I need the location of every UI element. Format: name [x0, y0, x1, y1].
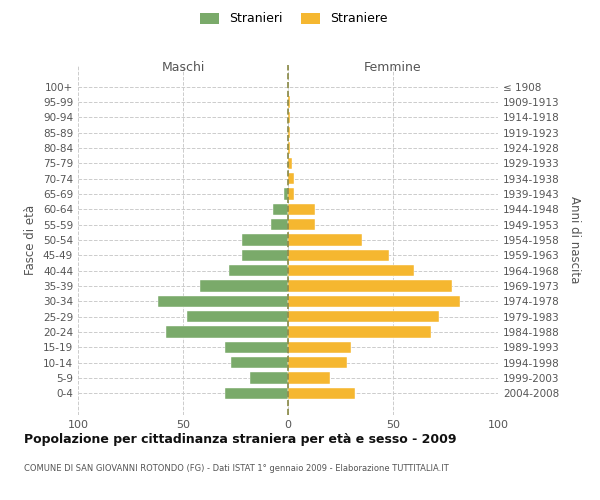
- Bar: [288, 142, 290, 154]
- Bar: [288, 188, 295, 200]
- Bar: [288, 112, 290, 123]
- Bar: [187, 311, 288, 322]
- Y-axis label: Anni di nascita: Anni di nascita: [568, 196, 581, 284]
- Bar: [288, 265, 414, 276]
- Bar: [242, 234, 288, 246]
- Bar: [274, 204, 288, 215]
- Bar: [250, 372, 288, 384]
- Bar: [288, 388, 355, 399]
- Bar: [288, 204, 316, 215]
- Bar: [288, 296, 460, 307]
- Bar: [284, 188, 288, 200]
- Bar: [242, 250, 288, 261]
- Legend: Stranieri, Straniere: Stranieri, Straniere: [197, 8, 391, 29]
- Bar: [288, 96, 290, 108]
- Bar: [232, 357, 288, 368]
- Bar: [288, 372, 330, 384]
- Bar: [288, 342, 351, 353]
- Bar: [229, 265, 288, 276]
- Bar: [288, 357, 347, 368]
- Bar: [225, 342, 288, 353]
- Text: COMUNE DI SAN GIOVANNI ROTONDO (FG) - Dati ISTAT 1° gennaio 2009 - Elaborazione : COMUNE DI SAN GIOVANNI ROTONDO (FG) - Da…: [24, 464, 449, 473]
- Bar: [158, 296, 288, 307]
- Bar: [288, 250, 389, 261]
- Bar: [166, 326, 288, 338]
- Bar: [288, 158, 292, 169]
- Text: Popolazione per cittadinanza straniera per età e sesso - 2009: Popolazione per cittadinanza straniera p…: [24, 432, 457, 446]
- Bar: [271, 219, 288, 230]
- Bar: [288, 280, 452, 292]
- Text: Femmine: Femmine: [364, 62, 422, 74]
- Bar: [200, 280, 288, 292]
- Bar: [288, 127, 290, 138]
- Bar: [288, 173, 295, 184]
- Bar: [288, 234, 361, 246]
- Bar: [288, 326, 431, 338]
- Bar: [288, 219, 316, 230]
- Y-axis label: Fasce di età: Fasce di età: [25, 205, 37, 275]
- Text: Maschi: Maschi: [161, 62, 205, 74]
- Bar: [225, 388, 288, 399]
- Bar: [288, 311, 439, 322]
